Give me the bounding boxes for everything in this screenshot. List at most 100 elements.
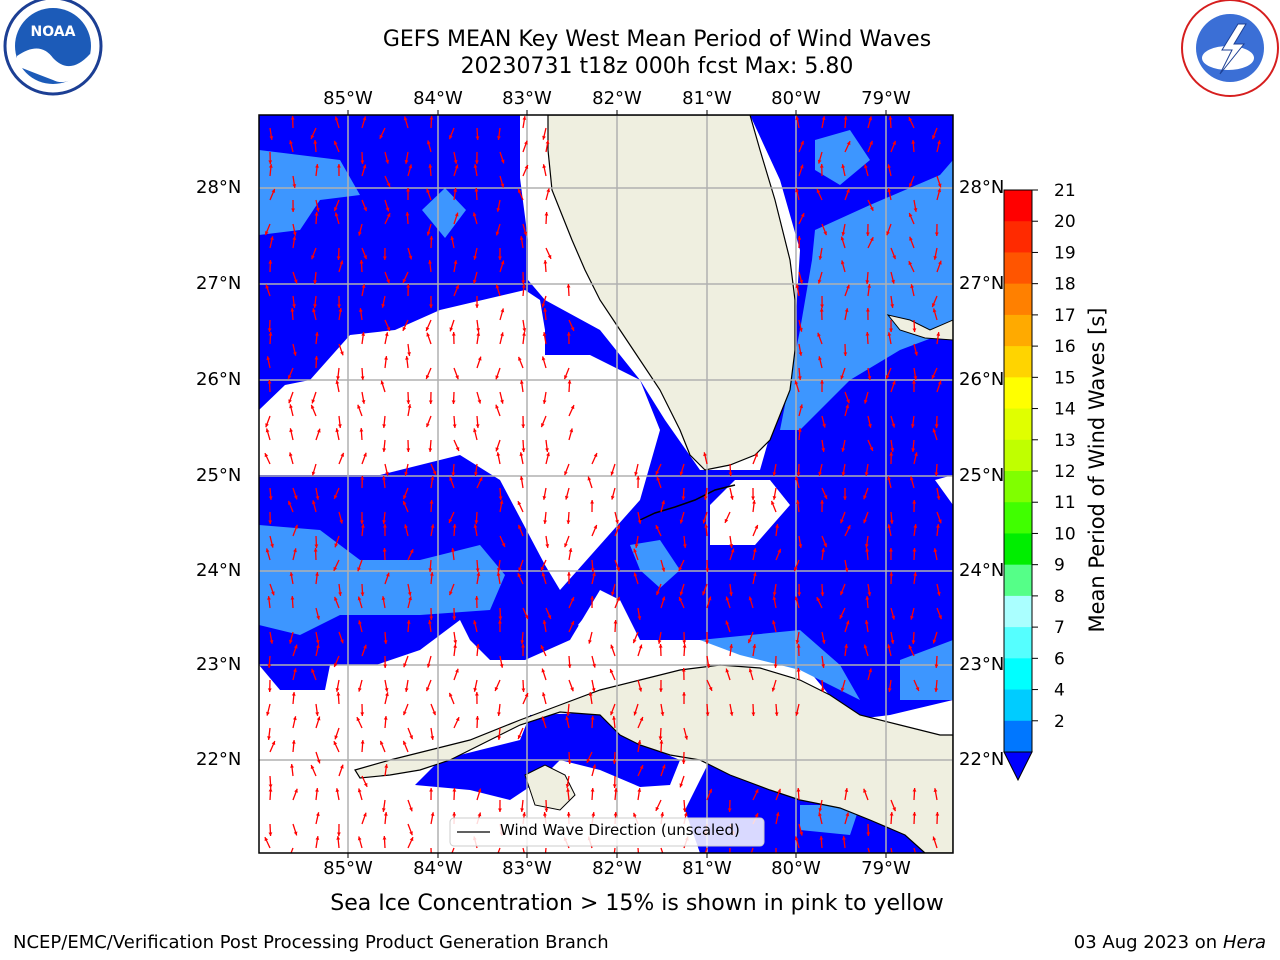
- wind-wave-arrowhead: [334, 596, 338, 601]
- wind-wave-arrowhead: [892, 140, 896, 145]
- wind-wave-arrowhead: [384, 764, 389, 768]
- wind-wave-arrowhead: [565, 784, 570, 788]
- wind-wave-arrowhead: [798, 544, 803, 548]
- wind-wave-arrowhead: [268, 832, 273, 836]
- colorbar-swatch: [1004, 595, 1032, 628]
- wind-wave-arrowhead: [867, 592, 872, 596]
- wind-wave-arrowhead: [908, 212, 913, 217]
- wind-wave-arrowhead: [657, 640, 662, 644]
- wind-wave-arrowhead: [360, 160, 365, 164]
- wind-wave-arrowhead: [820, 500, 824, 504]
- wind-wave-arrowhead: [334, 212, 339, 217]
- wind-wave-arrowhead: [800, 213, 805, 218]
- wind-wave-arrowhead: [315, 812, 320, 817]
- wind-wave-arrowhead: [910, 424, 915, 428]
- wind-wave-arrowhead: [544, 212, 549, 216]
- wind-wave-arrowhead: [383, 524, 387, 528]
- wind-wave-arrowhead: [752, 500, 756, 504]
- wind-wave-arrowhead: [474, 188, 479, 192]
- wind-wave-arrowhead: [402, 278, 407, 283]
- wind-wave-arrowhead: [497, 712, 501, 716]
- colorbar-swatch: [1004, 627, 1032, 659]
- wind-wave-arrowhead: [587, 476, 592, 481]
- wind-wave-arrowhead: [933, 788, 938, 792]
- wind-wave-arrowhead: [889, 328, 893, 332]
- wind-wave-arrowhead: [797, 376, 802, 380]
- wind-wave-arrowhead: [889, 572, 894, 576]
- wind-wave-arrowhead: [288, 500, 292, 505]
- wind-wave-arrowhead: [430, 736, 435, 740]
- wind-wave-arrowhead: [887, 476, 891, 481]
- wind-wave-arrowhead: [820, 592, 825, 596]
- wind-wave-arrowhead: [541, 572, 546, 577]
- wind-wave-arrowhead: [886, 231, 890, 236]
- wind-wave-arrowhead: [910, 615, 914, 620]
- wind-wave-arrowhead: [908, 261, 913, 266]
- wave-field-south: [415, 712, 680, 800]
- wind-wave-arrowhead: [473, 428, 477, 433]
- wind-wave-arrowhead: [498, 616, 503, 620]
- wind-wave-arrowhead: [266, 711, 270, 716]
- wind-wave-arrowhead: [291, 208, 295, 212]
- wind-wave-arrowhead: [358, 308, 363, 312]
- wind-wave-arrowhead: [383, 640, 388, 644]
- wind-wave-arrowhead: [292, 304, 296, 308]
- wind-wave-arrowhead: [591, 687, 596, 692]
- wind-wave-arrowhead: [426, 663, 431, 668]
- wind-wave-arrowhead: [931, 374, 936, 379]
- wind-wave-arrowhead: [451, 400, 456, 404]
- wind-wave-arrowhead: [406, 620, 411, 624]
- wind-wave-arrowhead: [453, 159, 458, 164]
- wind-wave-arrowhead: [452, 812, 457, 816]
- wind-wave-arrowhead: [914, 351, 918, 356]
- wind-wave-arrowhead: [361, 284, 366, 289]
- wind-wave-arrowhead: [380, 740, 384, 745]
- map-subtitle: 20230731 t18z 000h fcst Max: 5.80: [460, 54, 854, 79]
- wind-wave-arrowhead: [499, 663, 504, 668]
- colorbar-tick-label: 17: [1054, 306, 1076, 326]
- wind-wave-arrowhead: [264, 453, 269, 458]
- wind-wave-arrowhead: [908, 117, 913, 122]
- wind-wave-arrowhead: [590, 596, 595, 600]
- wind-wave-arrowhead: [474, 160, 479, 164]
- wind-wave-arrowhead: [361, 400, 366, 404]
- wind-wave-arrowhead: [863, 519, 867, 524]
- wind-wave-arrowhead: [386, 279, 390, 284]
- wind-wave-arrowhead: [310, 404, 315, 409]
- wind-wave-arrowhead: [844, 308, 849, 313]
- wind-wave-arrowhead: [382, 424, 387, 428]
- wind-wave-arrowhead: [310, 765, 315, 770]
- wind-wave-arrowhead: [494, 686, 499, 691]
- colorbar-swatch: [1004, 439, 1032, 472]
- wind-wave-arrowhead: [912, 548, 917, 552]
- wind-wave-arrowhead: [935, 812, 940, 816]
- wind-wave-arrowhead: [564, 375, 568, 380]
- colorbar-swatch: [1004, 283, 1032, 316]
- wind-wave-arrowhead: [406, 448, 411, 452]
- wind-wave-arrowhead: [476, 332, 481, 336]
- wind-wave-arrowhead: [777, 788, 781, 793]
- wind-wave-arrowhead: [270, 591, 275, 596]
- wind-wave-arrowhead: [891, 279, 895, 284]
- wind-wave-arrowhead: [293, 548, 297, 553]
- wind-wave-arrowhead: [545, 544, 550, 548]
- wind-wave-arrowhead: [541, 668, 546, 673]
- wind-wave-arrowhead: [432, 470, 437, 475]
- wind-wave-arrowhead: [752, 548, 757, 553]
- wind-wave-arrowhead: [362, 164, 367, 169]
- wind-wave-arrowhead: [495, 855, 499, 859]
- wind-wave-arrowhead: [271, 188, 276, 193]
- wind-wave-arrowhead: [339, 260, 344, 265]
- wind-wave-arrowhead: [912, 500, 917, 504]
- wind-wave-arrowhead: [936, 332, 941, 336]
- wind-wave-arrowhead: [566, 284, 571, 288]
- wind-wave-arrowhead: [821, 448, 826, 452]
- wind-wave-arrowhead: [455, 284, 459, 289]
- wind-wave-arrows: [264, 115, 943, 859]
- wind-wave-arrowhead: [336, 256, 341, 260]
- wind-wave-arrowhead: [816, 189, 821, 194]
- colorbar-tick-label: 16: [1054, 337, 1076, 357]
- wind-wave-arrowhead: [772, 496, 777, 500]
- wind-wave-arrowhead: [799, 164, 804, 169]
- wind-wave-arrowhead: [616, 567, 620, 572]
